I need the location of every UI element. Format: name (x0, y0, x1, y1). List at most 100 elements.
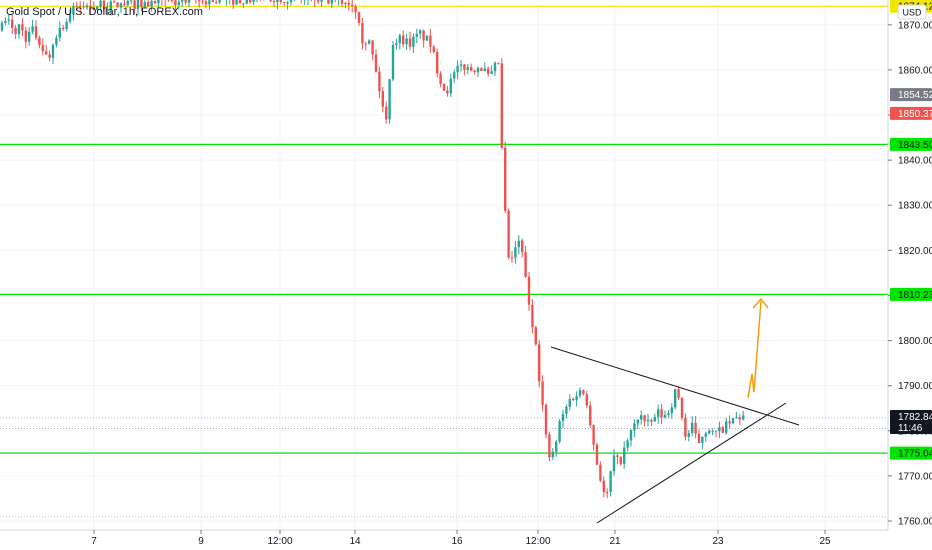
y-tick-label: 1820.00 (898, 246, 932, 257)
candle-body (75, 6, 78, 8)
level-tag-label: 1843.50 (898, 140, 932, 151)
candle-body (17, 24, 21, 34)
candle-body (551, 451, 554, 458)
time-axis[interactable]: 7 9 12:00 14 16 12:00 21 23 25 (91, 530, 831, 547)
candle-body (119, 3, 123, 8)
candle-body (439, 73, 442, 84)
x-tick-label: 12:00 (525, 536, 550, 547)
candle-body (606, 491, 609, 493)
candle-body (602, 480, 605, 492)
candle-body (657, 409, 660, 417)
candle-body (738, 417, 741, 420)
candle-body (211, 0, 214, 3)
y-tick-label: 1870.00 (898, 20, 932, 31)
candle-body (14, 27, 17, 34)
candle-body (354, 6, 357, 13)
candle-body (500, 63, 503, 148)
candle-body (45, 51, 48, 55)
candle-body (4, 20, 7, 23)
candle-body (599, 464, 602, 481)
x-tick-label: 21 (609, 536, 621, 547)
candle-body (714, 430, 718, 432)
candle-body (218, 0, 221, 3)
candle-body (238, 0, 242, 4)
candle-body (371, 40, 374, 55)
candle-body (612, 455, 616, 472)
candle-body (344, 3, 347, 5)
candle-body (106, 9, 109, 11)
candle-body (402, 35, 405, 45)
candle-body (245, 0, 248, 4)
candle-body (157, 0, 160, 4)
candle-body (463, 64, 466, 71)
candle-body (459, 64, 463, 66)
candle-body (123, 3, 126, 5)
x-tick-label: 9 (198, 536, 204, 547)
candle-body (592, 425, 595, 445)
candle-body (575, 395, 578, 401)
candle-body (79, 6, 82, 8)
x-tick-label: 7 (91, 536, 97, 547)
candle-body (510, 257, 514, 259)
candle-body (629, 430, 633, 441)
candle-body (21, 24, 24, 31)
candle-body (184, 0, 187, 3)
candle-body (565, 406, 568, 414)
candle-body (289, 0, 293, 3)
candle-body (585, 394, 588, 406)
candle-body (198, 0, 201, 2)
candle-body (572, 398, 575, 401)
y-tick-label: 1760.00 (898, 516, 932, 527)
candle-body (425, 35, 429, 41)
currency-badge[interactable]: USD (897, 4, 927, 20)
candle-body (140, 0, 143, 8)
candle-body (568, 398, 571, 407)
candle-body (446, 90, 449, 94)
candle-body (524, 252, 527, 277)
candle-body (385, 106, 388, 120)
candle-body (381, 91, 384, 107)
candle-body (684, 417, 687, 437)
candle-body (7, 19, 10, 21)
y-tick-label: 1800.00 (898, 336, 932, 347)
candle-body (728, 421, 731, 424)
candle-body (72, 6, 75, 15)
candle-body (92, 7, 95, 10)
candle-body (453, 72, 456, 79)
candle-body (456, 65, 459, 73)
y-tick-label: 1840.00 (898, 156, 932, 167)
candle-body (415, 33, 418, 37)
candle-body (589, 405, 592, 426)
candle-body (249, 0, 252, 3)
candle-body (704, 433, 707, 437)
candle-body (643, 415, 646, 422)
candle-body (181, 0, 184, 2)
candle-body (269, 0, 272, 2)
level-tag-bg (890, 287, 932, 301)
candle-body (493, 62, 497, 72)
candle-body (82, 6, 85, 8)
level-tag-bg (890, 446, 932, 460)
candle-body (113, 1, 116, 3)
candle-body (0, 22, 4, 31)
price-tag-bg (890, 106, 932, 120)
candle-body (31, 26, 34, 32)
candle-body (85, 5, 89, 8)
candle-body (136, 0, 140, 10)
candle-body (650, 419, 653, 422)
y-tick-label: 1770.00 (898, 471, 932, 482)
candle-body (616, 455, 619, 458)
candlestick-series (0, 0, 745, 499)
breakout-arrow (747, 300, 762, 399)
candle-body (351, 4, 354, 7)
y-tick-label: 1830.00 (898, 201, 932, 212)
price-tag-bg (890, 88, 932, 102)
breakout-arrow-head (752, 297, 769, 309)
candle-body (663, 415, 667, 418)
candle-body (317, 0, 320, 2)
candle-body (442, 83, 446, 91)
candle-body (153, 0, 157, 4)
candle-body (531, 304, 534, 328)
candle-body (708, 430, 711, 434)
